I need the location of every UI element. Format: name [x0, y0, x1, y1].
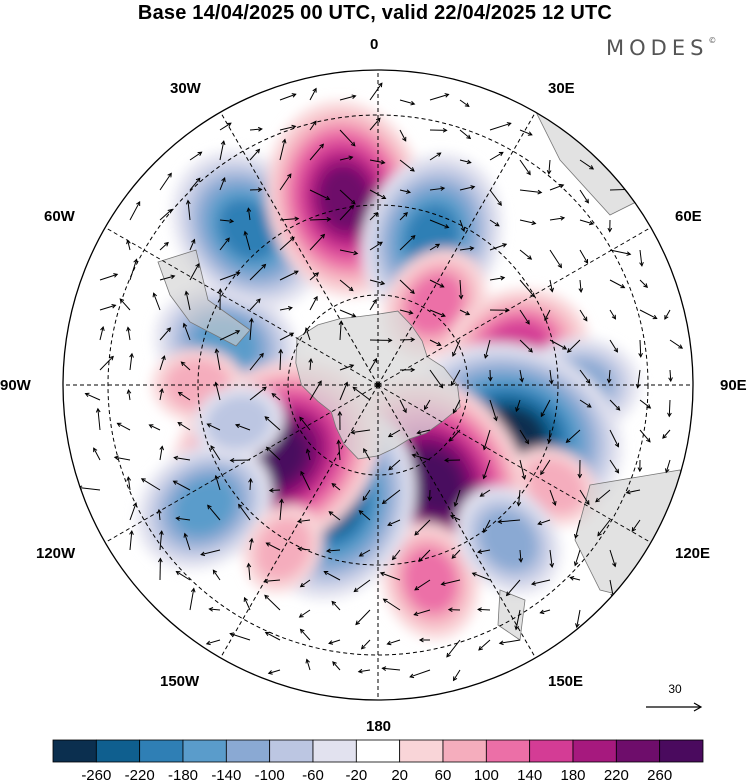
colorbar-swatch: [443, 740, 486, 762]
lon-label-120w: 120W: [36, 545, 75, 562]
colorbar-tick-label: 20: [391, 767, 408, 784]
colorbar-swatch: [53, 740, 96, 762]
colorbar-swatch: [616, 740, 659, 762]
colorbar-tick-label: 100: [474, 767, 499, 784]
colorbar-tick-label: -20: [345, 767, 367, 784]
colorbar-swatch: [183, 740, 226, 762]
colorbar-swatch: [226, 740, 269, 762]
reference-vector: 30: [640, 682, 710, 722]
colorbar-tick-label: 140: [517, 767, 542, 784]
colorbar-tick-label: -100: [255, 767, 285, 784]
colorbar-swatch: [530, 740, 573, 762]
colorbar-tick-label: -60: [302, 767, 324, 784]
lon-label-30e: 30E: [548, 80, 575, 97]
colorbar-tick-label: 60: [435, 767, 452, 784]
lon-label-150w: 150W: [160, 673, 199, 690]
colorbar-swatch: [573, 740, 616, 762]
colorbar-swatch: [270, 740, 313, 762]
wind-vector: [250, 189, 262, 190]
colorbar-tick-label: -180: [168, 767, 198, 784]
colorbar-swatch: [486, 740, 529, 762]
colorbar-swatch: [140, 740, 183, 762]
lon-label-60w: 60W: [44, 208, 75, 225]
lon-label-180: 180: [366, 718, 391, 735]
wind-vector: [400, 339, 414, 340]
polar-map: [0, 0, 750, 740]
lon-label-0: 0: [370, 36, 378, 53]
colorbar-swatch: [356, 740, 399, 762]
lon-label-120e: 120E: [675, 545, 710, 562]
colorbar-swatch: [660, 740, 703, 762]
colorbar-swatch: [400, 740, 443, 762]
colorbar-tick-label: 260: [647, 767, 672, 784]
colorbar-tick-label: 180: [560, 767, 585, 784]
lon-label-90e: 90E: [720, 377, 747, 394]
colorbar-tick-label: -220: [125, 767, 155, 784]
wind-vector: [610, 189, 632, 190]
wind-vector-head: [628, 188, 632, 192]
lon-label-90w: 90W: [0, 377, 31, 394]
colorbar-tick-label: -260: [81, 767, 111, 784]
colorbar-swatch: [313, 740, 356, 762]
south-pole-marker: [376, 383, 381, 388]
colorbar-swatch: [96, 740, 139, 762]
lon-label-60e: 60E: [675, 208, 702, 225]
colorbar-tick-label: 220: [604, 767, 629, 784]
lon-label-150e: 150E: [548, 673, 583, 690]
lon-label-30w: 30W: [170, 80, 201, 97]
colorbar: [0, 738, 750, 783]
colorbar-tick-label: -140: [211, 767, 241, 784]
